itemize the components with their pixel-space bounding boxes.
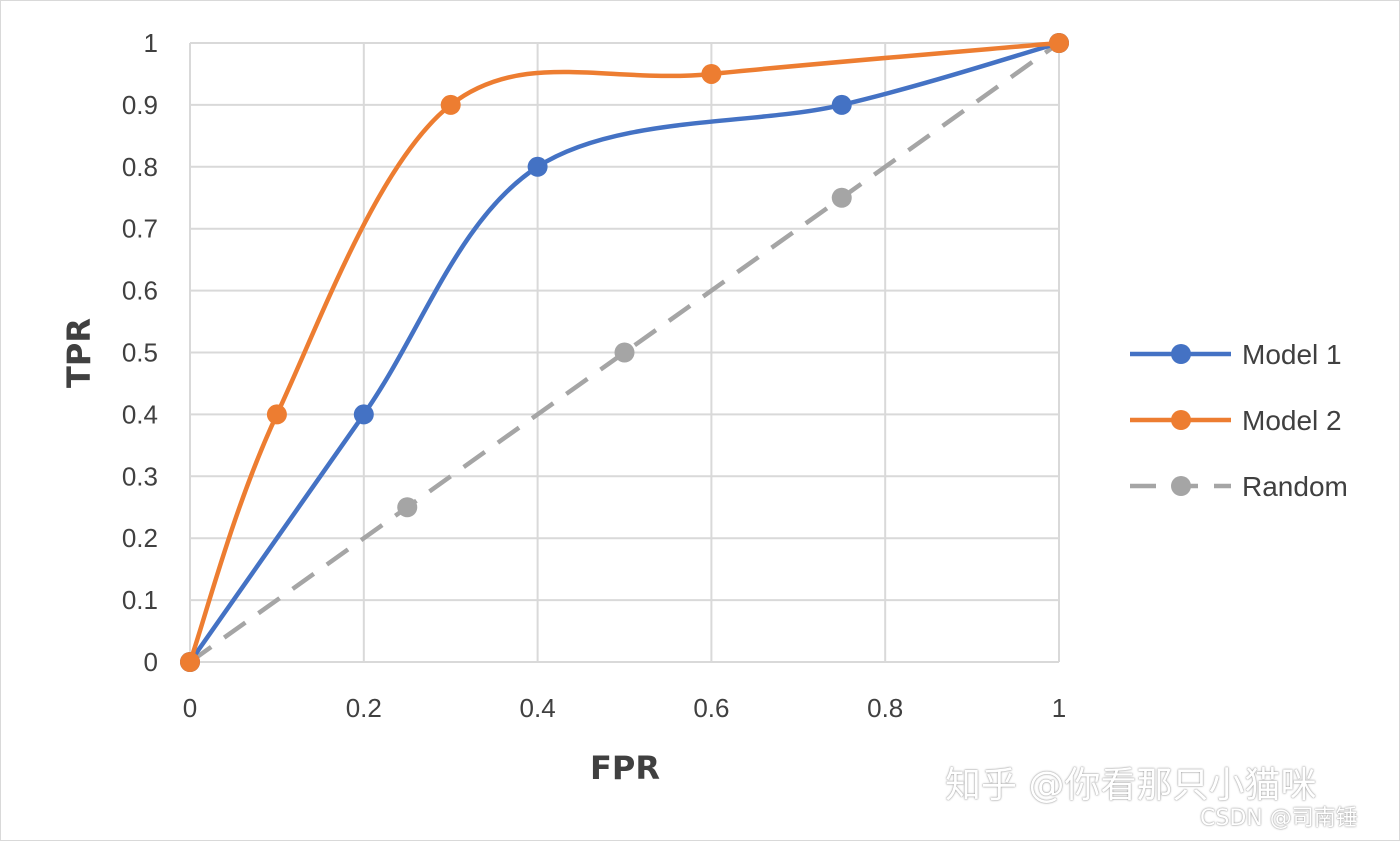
y-axis-title: TPR [60,318,98,388]
y-tick-label: 0.7 [122,214,158,244]
data-point [353,404,374,425]
legend: Model 1 Model 2 Random [1130,339,1348,502]
x-axis-ticks: 0 0.2 0.4 0.6 0.8 1 [183,693,1066,723]
series-1 [180,33,1069,672]
x-tick-label: 0.2 [346,693,382,723]
series-layer [180,33,1069,672]
legend-label: Model 2 [1242,405,1342,436]
legend-marker [1171,410,1191,430]
data-point [1049,33,1069,53]
legend-label: Model 1 [1242,339,1342,370]
gridlines [189,42,1060,663]
x-tick-label: 0 [183,693,197,723]
data-point [397,497,418,518]
watermark-csdn: CSDN @司南锤 [1200,806,1358,831]
x-tick-label: 0.6 [693,693,729,723]
x-tick-label: 0.8 [867,693,903,723]
x-tick-label: 0.4 [520,693,556,723]
data-point [701,63,722,84]
legend-label: Random [1242,471,1348,502]
legend-item: Random [1130,471,1348,502]
y-tick-label: 0.3 [122,461,158,491]
y-tick-label: 0.5 [122,338,158,368]
y-tick-label: 0.6 [122,276,158,306]
y-tick-label: 0 [144,647,158,677]
y-tick-label: 0.8 [122,152,158,182]
data-point [180,652,200,672]
series-line [188,41,1061,664]
x-axis-title: FPR [590,749,660,787]
legend-item: Model 2 [1130,405,1342,436]
data-point [266,404,287,425]
legend-marker [1171,344,1191,364]
data-point [614,342,635,363]
y-axis-ticks: 0 0.1 0.2 0.3 0.4 0.5 0.6 0.7 0.8 0.9 1 [122,28,158,677]
y-tick-label: 1 [144,28,158,58]
data-point [440,94,461,115]
legend-marker [1171,476,1191,496]
y-tick-label: 0.1 [122,585,158,615]
y-tick-label: 0.4 [122,399,158,429]
watermark-zhihu: 知乎 @你看那只小猫咪 [945,765,1317,806]
data-point [527,156,548,177]
data-point [831,94,852,115]
legend-item: Model 1 [1130,339,1342,370]
y-tick-label: 0.9 [122,90,158,120]
y-tick-label: 0.2 [122,523,158,553]
data-point [831,187,852,208]
x-tick-label: 1 [1052,693,1066,723]
